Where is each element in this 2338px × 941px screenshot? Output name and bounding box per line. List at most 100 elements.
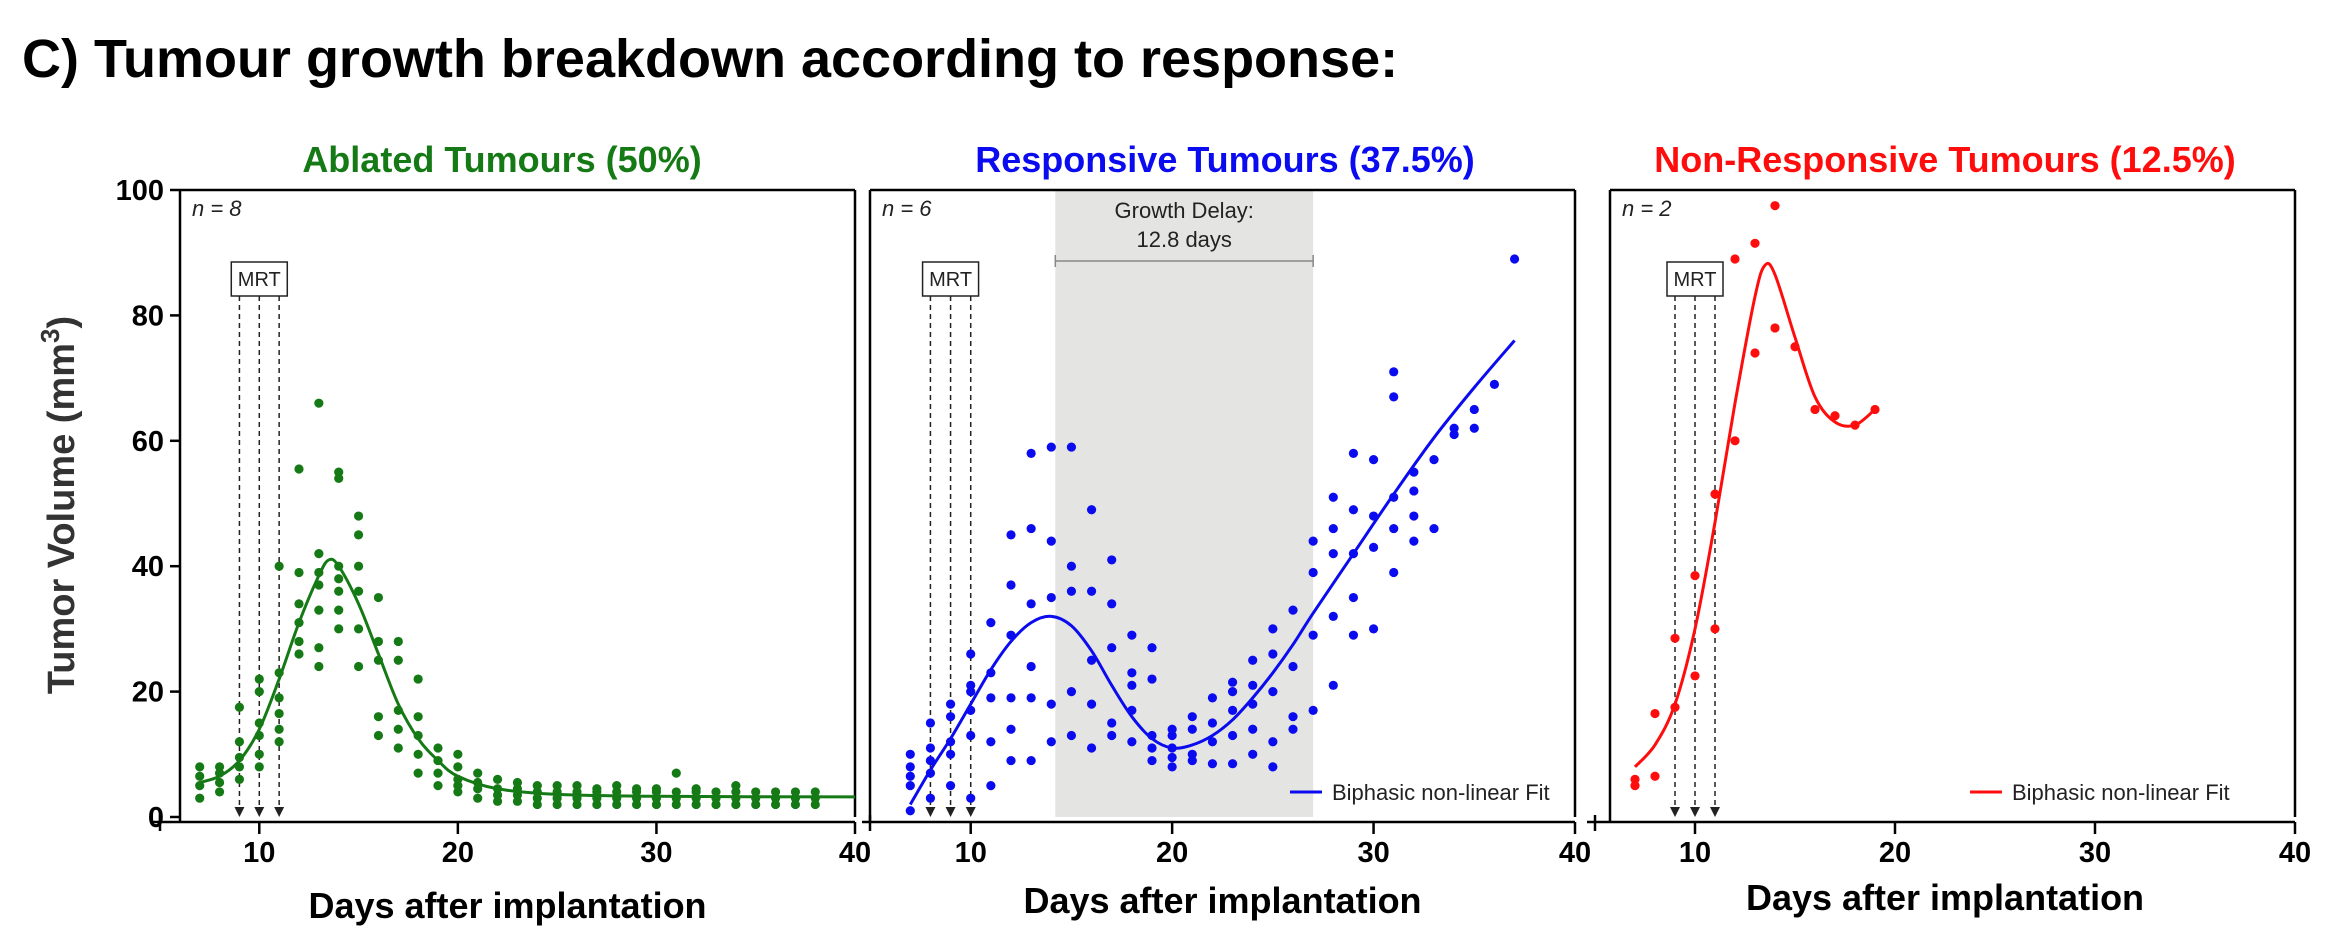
x-tick-label: 30 (1357, 837, 1389, 869)
data-point (1046, 737, 1056, 747)
y-axis-label-text: Tumor Volume (mm (41, 343, 83, 694)
data-point (1026, 693, 1036, 703)
mrt-dose-arrow (234, 807, 245, 817)
data-point (413, 749, 423, 759)
data-point (274, 693, 284, 703)
data-point (1328, 611, 1338, 621)
data-point (1066, 730, 1077, 741)
data-point (334, 574, 344, 584)
data-point (1368, 542, 1379, 552)
data-point (731, 781, 741, 791)
data-point (1086, 655, 1097, 665)
data-point (274, 724, 284, 734)
data-point (473, 768, 483, 778)
data-point (1469, 423, 1479, 433)
data-point (353, 561, 364, 571)
x-tick-label: 40 (1559, 837, 1591, 869)
data-point (572, 781, 582, 791)
data-point (532, 781, 542, 791)
data-point (294, 464, 304, 474)
data-point (393, 636, 403, 647)
panel-title: Responsive Tumours (37.5%) (975, 139, 1474, 180)
data-point (691, 784, 701, 794)
mrt-dose-arrow (945, 807, 956, 817)
data-point (1107, 643, 1117, 653)
data-point (1187, 712, 1197, 722)
data-point (671, 787, 681, 797)
growth-delay-region (1055, 190, 1314, 817)
data-point (1409, 511, 1419, 521)
fit-curve (1633, 261, 1876, 768)
data-point (1066, 561, 1077, 571)
panel-title: Ablated Tumours (50%) (302, 139, 701, 180)
data-point (1026, 599, 1036, 609)
data-point (905, 806, 915, 816)
data-point (1066, 687, 1077, 697)
data-point (651, 784, 662, 794)
growth-delay-label: Growth Delay: (1115, 198, 1254, 223)
n-label: n = 2 (1622, 196, 1672, 221)
x-tick-label: 40 (2279, 837, 2311, 869)
legend-label: Biphasic non-linear Fit (1332, 780, 1550, 805)
data-point (1469, 404, 1479, 415)
data-point (1389, 523, 1399, 534)
data-point (1429, 523, 1439, 534)
data-point (1147, 755, 1157, 766)
data-point (810, 787, 820, 797)
data-point (1107, 599, 1117, 609)
data-point (1308, 705, 1318, 716)
data-point (334, 467, 344, 477)
data-point (1308, 630, 1318, 640)
data-point (1368, 455, 1379, 465)
data-point (1389, 392, 1399, 402)
fit-curve (199, 557, 856, 799)
data-point (1409, 486, 1419, 496)
data-point (294, 567, 304, 578)
data-point (1268, 649, 1278, 659)
data-point (1288, 661, 1298, 672)
panel-title: Non-Responsive Tumours (12.5%) (1654, 139, 2235, 180)
data-point (353, 624, 364, 634)
data-point (1449, 423, 1459, 433)
data-point (1086, 699, 1097, 709)
data-point (905, 762, 915, 772)
data-point (1750, 348, 1760, 358)
data-point (453, 749, 463, 759)
fit-curve (908, 339, 1516, 806)
data-point (1147, 643, 1157, 653)
data-point (671, 768, 681, 778)
n-label: n = 8 (192, 196, 242, 221)
data-point (294, 599, 304, 609)
data-point (592, 784, 602, 794)
y-tick-label: 60 (132, 426, 164, 458)
data-point (214, 762, 225, 772)
data-point (1389, 567, 1399, 578)
data-point (1187, 724, 1197, 734)
data-point (966, 649, 976, 659)
figure-title: C) Tumour growth breakdown according to … (22, 29, 1399, 89)
x-tick-label: 30 (2079, 837, 2111, 869)
data-point (1207, 693, 1218, 703)
y-axis-label-sup: 3 (35, 329, 65, 343)
data-point (373, 730, 384, 741)
data-point (353, 530, 364, 540)
data-point (1409, 536, 1419, 546)
data-point (1770, 201, 1780, 211)
x-tick-label: 40 (839, 837, 871, 869)
x-tick-label: 20 (442, 837, 474, 869)
mrt-dose-arrow (254, 807, 265, 817)
data-point (353, 586, 364, 596)
data-point (393, 724, 403, 734)
data-point (334, 624, 344, 634)
data-point (1730, 436, 1740, 446)
data-point (1248, 655, 1258, 665)
data-point (1066, 442, 1077, 452)
data-point (254, 674, 264, 684)
data-point (1489, 379, 1500, 389)
data-point (1207, 718, 1218, 728)
data-point (234, 774, 245, 784)
x-tick-label: 10 (955, 837, 987, 869)
data-point (1167, 752, 1177, 763)
data-point (1348, 448, 1359, 458)
mrt-box (230, 261, 289, 297)
